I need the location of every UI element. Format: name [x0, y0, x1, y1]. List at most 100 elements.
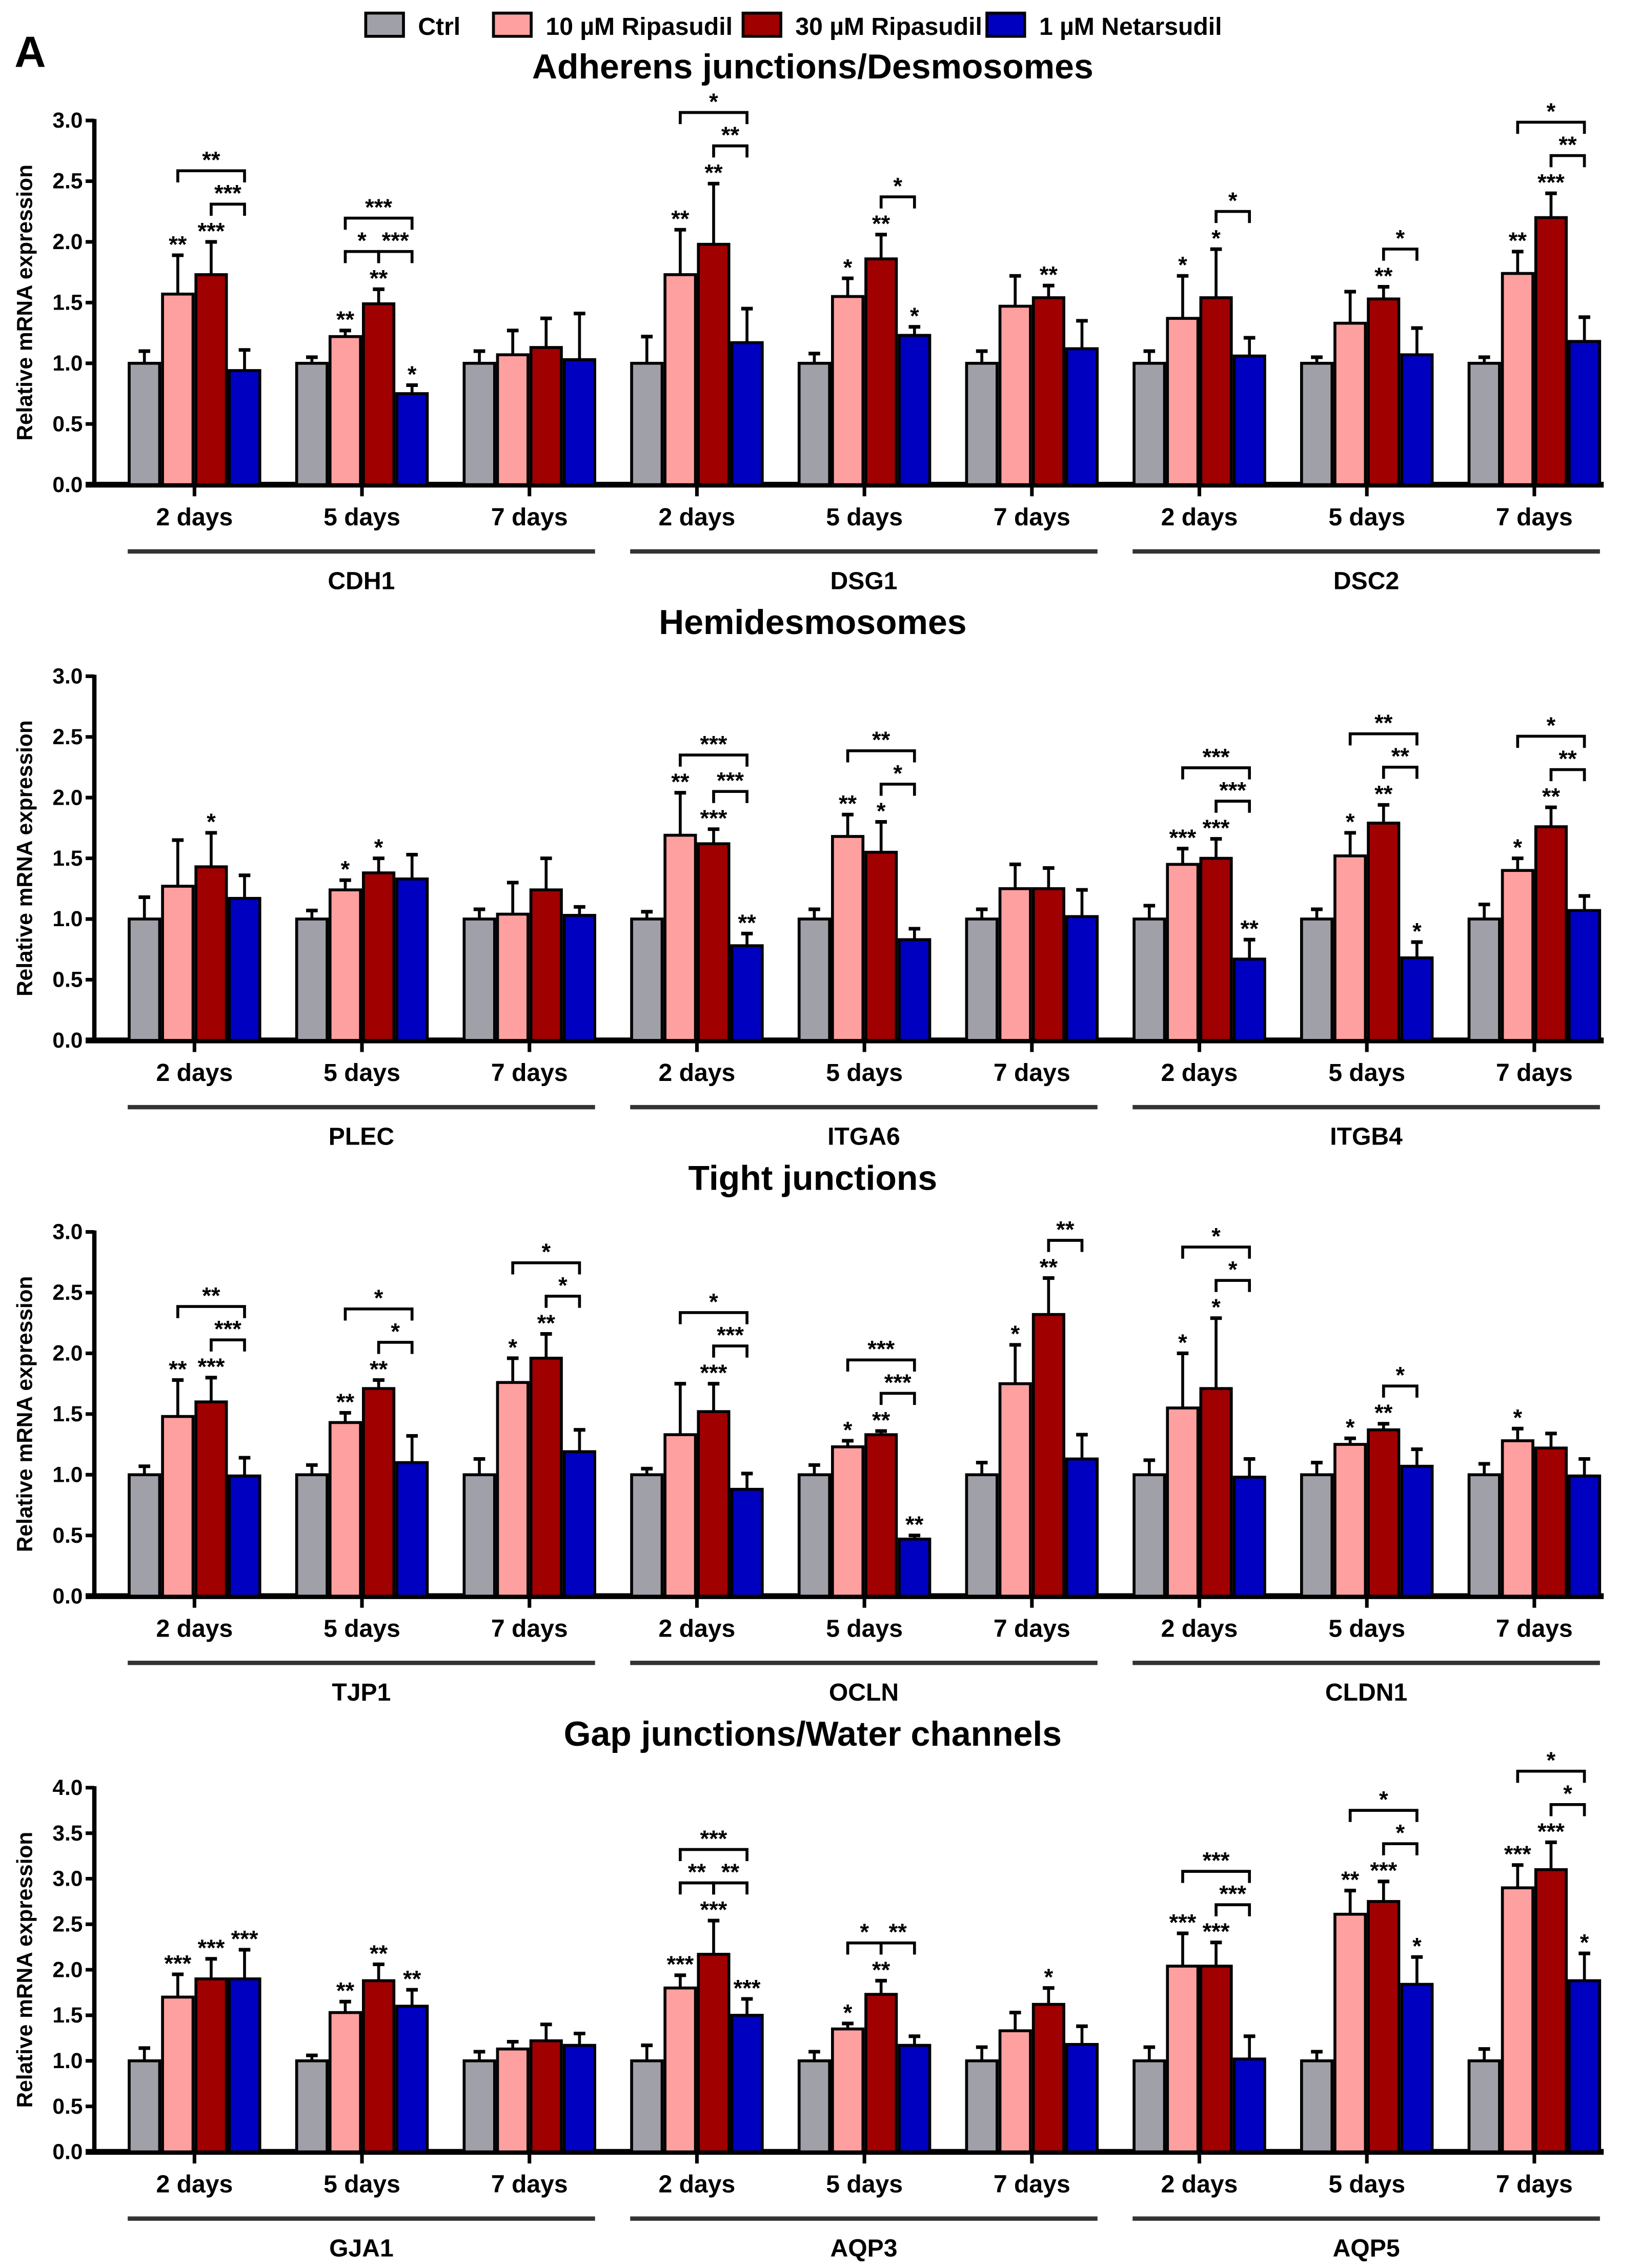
bar-ripasudil-30 — [1367, 297, 1401, 486]
comparison-bracket — [1214, 1279, 1251, 1292]
bracket-significance-label: * — [1211, 1223, 1221, 1249]
bar-ctrl — [462, 1473, 496, 1598]
comparison-bracket — [210, 202, 246, 216]
significance-label: *** — [700, 1897, 727, 1923]
bracket-significance-label: * — [558, 1272, 568, 1298]
panel-title: Gap junctions/Water channels — [564, 1714, 1062, 1753]
bracket-significance-label: *** — [1219, 777, 1246, 803]
bar-ripasudil-30 — [697, 842, 731, 1042]
bar-ctrl — [797, 2059, 832, 2154]
gene-label: OCLN — [829, 1679, 899, 1706]
y-tick-label: 3.0 — [52, 1220, 83, 1244]
comparison-bracket — [1348, 1809, 1419, 1822]
bracket-significance-label: *** — [365, 194, 392, 220]
comparison-bracket — [712, 1881, 748, 1895]
bracket-significance-label: ** — [1558, 132, 1577, 158]
chart-panel: Tight junctions Relative mRNA expression 0… — [12, 1158, 1604, 1706]
comparison-bracket — [544, 1295, 581, 1308]
comparison-bracket — [176, 169, 246, 182]
bracket-significance-label: ** — [889, 1919, 907, 1945]
significance-label: * — [877, 798, 886, 824]
significance-label: *** — [1370, 1857, 1397, 1884]
bar-netarsudil-1 — [898, 334, 932, 486]
comparison-bracket — [712, 144, 748, 158]
legend-label: 10 µM Ripasudil — [545, 13, 733, 40]
significance-label: ** — [370, 1940, 388, 1967]
panel-title: Tight junctions — [689, 1158, 938, 1197]
comparison-bracket — [1382, 1384, 1419, 1398]
comparison-bracket — [879, 1392, 916, 1405]
bar-ripasudil-30 — [529, 888, 563, 1042]
significance-label: ** — [1374, 263, 1393, 289]
bar-ripasudil-10 — [328, 1421, 362, 1598]
significance-label: ** — [839, 791, 857, 817]
significance-label: * — [508, 1334, 517, 1360]
y-axis-label: Relative mRNA expression — [12, 1276, 36, 1552]
bracket-significance-label: ** — [1056, 1216, 1075, 1242]
x-tick-label: 2 days — [1161, 1615, 1238, 1642]
x-tick-label: 2 days — [659, 1615, 736, 1642]
bar-netarsudil-1 — [1232, 957, 1266, 1042]
bar-netarsudil-1 — [228, 1977, 261, 2154]
x-tick-label: 5 days — [323, 2171, 400, 2198]
bar-ripasudil-10 — [663, 1433, 697, 1598]
bar-ripasudil-30 — [362, 871, 396, 1042]
bracket-significance-label: * — [374, 1285, 383, 1311]
bar-ctrl — [128, 2059, 161, 2154]
bar-ripasudil-10 — [663, 833, 697, 1042]
significance-label: * — [1580, 1930, 1589, 1956]
y-tick-label: 3.0 — [52, 108, 83, 132]
bar-netarsudil-1 — [1232, 354, 1266, 486]
bracket-significance-label: * — [1547, 712, 1556, 739]
bar-netarsudil-1 — [1400, 1983, 1434, 2154]
significance-label: *** — [164, 1950, 191, 1976]
x-tick-label: 7 days — [994, 503, 1070, 531]
x-tick-label: 7 days — [491, 2171, 568, 2198]
gene-label: ITGB4 — [1330, 1123, 1403, 1151]
y-tick-label: 2.0 — [52, 1957, 83, 1981]
bar-ctrl — [630, 2059, 664, 2154]
bracket-significance-label: *** — [382, 228, 409, 254]
panels: Adherens junctions/Desmosomes Relative mR… — [12, 47, 1604, 2262]
y-tick-label: 2.5 — [52, 169, 83, 193]
significance-label: ** — [1040, 262, 1058, 288]
bar-ctrl — [128, 917, 161, 1042]
x-tick-label: 5 days — [1328, 1059, 1405, 1087]
bar-netarsudil-1 — [395, 392, 429, 486]
bar-ripasudil-10 — [1166, 1965, 1200, 2154]
significance-label: * — [1211, 1294, 1221, 1320]
bracket-significance-label: ** — [202, 147, 220, 173]
bar-ripasudil-30 — [1534, 825, 1568, 1042]
bar-ripasudil-10 — [328, 2011, 362, 2154]
bracket-significance-label: * — [1547, 1747, 1556, 1773]
significance-label: ** — [336, 307, 355, 333]
panel-title: Adherens junctions/Desmosomes — [532, 47, 1094, 86]
bracket-significance-label: ** — [721, 1859, 740, 1885]
bracket-significance-label: * — [1228, 1256, 1238, 1282]
y-tick-label: 1.5 — [52, 291, 83, 315]
bar-ripasudil-10 — [496, 353, 530, 486]
bracket-significance-label: * — [1547, 98, 1556, 125]
significance-label: *** — [1169, 1909, 1197, 1935]
bar-ctrl — [965, 917, 999, 1042]
bracket-significance-label: ** — [1391, 743, 1410, 769]
gene-label: PLEC — [329, 1123, 394, 1151]
significance-label: *** — [666, 1951, 694, 1977]
significance-label: * — [843, 1999, 853, 2026]
bracket-significance-label: * — [391, 1318, 400, 1344]
significance-label: ** — [1374, 781, 1393, 807]
comparison-bracket — [511, 1261, 581, 1275]
y-tick-label: 1.0 — [52, 351, 83, 375]
legend-swatch — [364, 11, 405, 38]
comparison-bracket — [846, 1358, 916, 1372]
x-tick-label: 5 days — [826, 2171, 903, 2198]
x-tick-label: 5 days — [323, 503, 400, 531]
bar-ripasudil-10 — [1501, 1886, 1534, 2154]
bracket-significance-label: ** — [1374, 710, 1393, 736]
bar-ripasudil-10 — [328, 888, 362, 1042]
bracket-significance-label: * — [1563, 1781, 1572, 1807]
comparison-bracket — [1214, 800, 1251, 813]
y-axis-label: Relative mRNA expression — [12, 1832, 36, 2108]
gene-label: TJP1 — [332, 1679, 391, 1706]
x-tick-label: 5 days — [323, 1059, 400, 1087]
